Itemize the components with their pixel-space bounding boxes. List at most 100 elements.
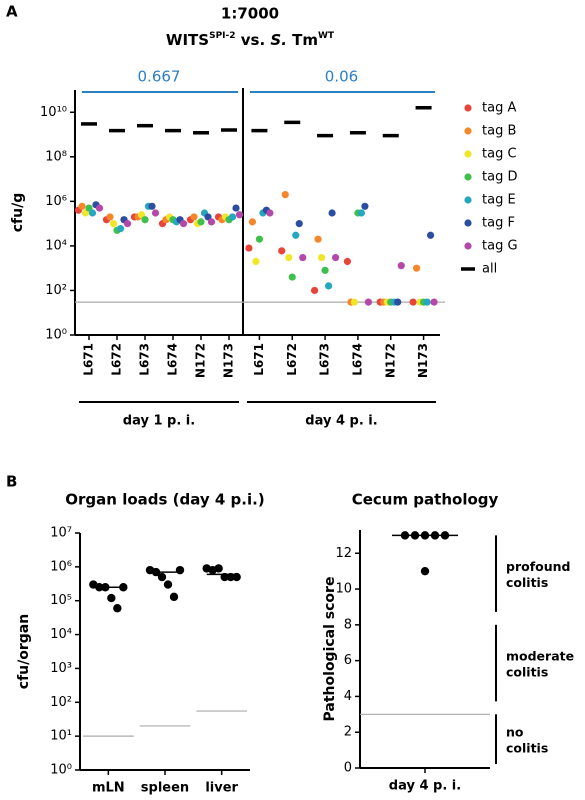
x-tick-label: spleen — [141, 781, 189, 796]
data-point — [288, 273, 296, 281]
data-point — [278, 247, 286, 255]
data-point — [361, 202, 369, 210]
data-point — [157, 572, 167, 582]
legend-label: tag F — [482, 216, 515, 231]
data-point — [310, 286, 319, 295]
data-point — [324, 282, 333, 290]
data-point — [331, 253, 340, 262]
legend-label: tag E — [482, 193, 516, 208]
data-point — [426, 231, 435, 239]
legend-label: tag G — [482, 239, 518, 254]
data-point — [235, 211, 244, 219]
data-point — [317, 253, 326, 262]
x-tick-label: N173 — [222, 343, 236, 378]
data-point — [397, 262, 405, 270]
bracket-label: moderate — [506, 649, 574, 664]
data-point — [116, 224, 125, 233]
legend-label: tag A — [482, 101, 516, 116]
data-point — [106, 213, 114, 221]
data-point — [394, 298, 402, 306]
chart-title: 1:7000 — [221, 5, 279, 23]
data-point — [95, 204, 104, 212]
y-axis-label: cfu/g — [10, 193, 26, 233]
x-tick-label: day 4 p. i. — [389, 779, 461, 794]
y-tick-label: 10⁷ — [50, 526, 72, 541]
data-point — [343, 257, 352, 266]
x-tick-label: L671 — [82, 343, 96, 376]
y-tick-label: 0 — [344, 761, 352, 776]
data-point — [321, 266, 329, 274]
legend-label: tag B — [482, 124, 516, 139]
y-tick-label: 10 — [335, 582, 352, 597]
y-tick-label: 10⁰ — [45, 328, 67, 343]
y-tick-label: 10² — [45, 283, 67, 298]
bracket-label: profound — [506, 559, 570, 574]
chart-title: Cecum pathology — [352, 491, 499, 509]
y-tick-label: 10⁴ — [50, 627, 72, 642]
data-point — [314, 235, 322, 243]
data-point — [255, 235, 264, 243]
legend-marker — [464, 196, 472, 204]
legend-label: tag C — [482, 147, 517, 162]
data-point — [141, 216, 149, 224]
bracket-label: colitis — [506, 575, 548, 590]
data-point — [109, 220, 118, 228]
y-tick-label: 12 — [335, 546, 352, 561]
data-point — [78, 202, 86, 210]
data-point — [299, 253, 307, 262]
subtitle-part: S. — [270, 31, 287, 49]
data-point — [169, 592, 179, 602]
legend-label: all — [482, 262, 497, 277]
chart-subtitle: WITSSPI-2 vs. S. TmWT — [166, 31, 335, 49]
data-point — [113, 604, 122, 613]
group-label: day 4 p. i. — [305, 414, 377, 429]
y-tick-label: 10⁶ — [50, 559, 72, 574]
y-tick-label: 10¹ — [50, 729, 72, 744]
panel-label: A — [6, 3, 18, 21]
y-tick-label: 10⁰ — [50, 763, 72, 778]
data-point — [423, 298, 431, 306]
data-point — [151, 209, 160, 217]
legend-marker — [464, 127, 472, 135]
chart-title: Organ loads (day 4 p.i.) — [65, 491, 264, 509]
y-tick-label: 6 — [344, 653, 352, 668]
data-point — [292, 231, 300, 239]
subtitle-part: SPI-2 — [209, 31, 235, 41]
x-tick-label: L672 — [285, 343, 299, 376]
y-tick-label: 2 — [344, 725, 352, 740]
data-point — [266, 209, 274, 217]
x-tick-label: L672 — [110, 343, 124, 376]
x-tick-label: liver — [205, 781, 238, 796]
x-tick-label: L673 — [318, 343, 332, 376]
y-tick-label: 10⁶ — [45, 194, 67, 209]
data-point — [228, 213, 237, 221]
group-label: day 1 p. i. — [123, 414, 195, 429]
y-axis-label: Pathological score — [322, 577, 338, 722]
x-tick-label: N173 — [416, 343, 430, 378]
data-point — [207, 218, 216, 226]
y-tick-label: 10⁴ — [45, 238, 67, 253]
data-point — [420, 566, 430, 576]
subtitle-part: vs. — [236, 31, 271, 49]
data-point — [163, 580, 173, 589]
data-point — [328, 209, 336, 217]
subtitle-part: Tm — [287, 31, 318, 49]
legend-marker — [464, 104, 472, 112]
y-tick-label: 10³ — [50, 661, 72, 676]
bracket-label: no — [506, 725, 524, 740]
y-tick-label: 10⁸ — [45, 149, 67, 164]
bracket-label: colitis — [506, 741, 548, 756]
data-point — [245, 244, 253, 252]
data-point — [197, 218, 205, 226]
subtitle-part: WT — [318, 31, 335, 41]
data-point — [430, 298, 438, 306]
data-point — [179, 220, 188, 228]
data-point — [232, 204, 240, 212]
data-point — [248, 218, 257, 226]
data-point — [285, 253, 293, 262]
x-tick-label: L674 — [350, 343, 364, 376]
legend-marker — [464, 150, 472, 158]
data-point — [148, 202, 156, 210]
